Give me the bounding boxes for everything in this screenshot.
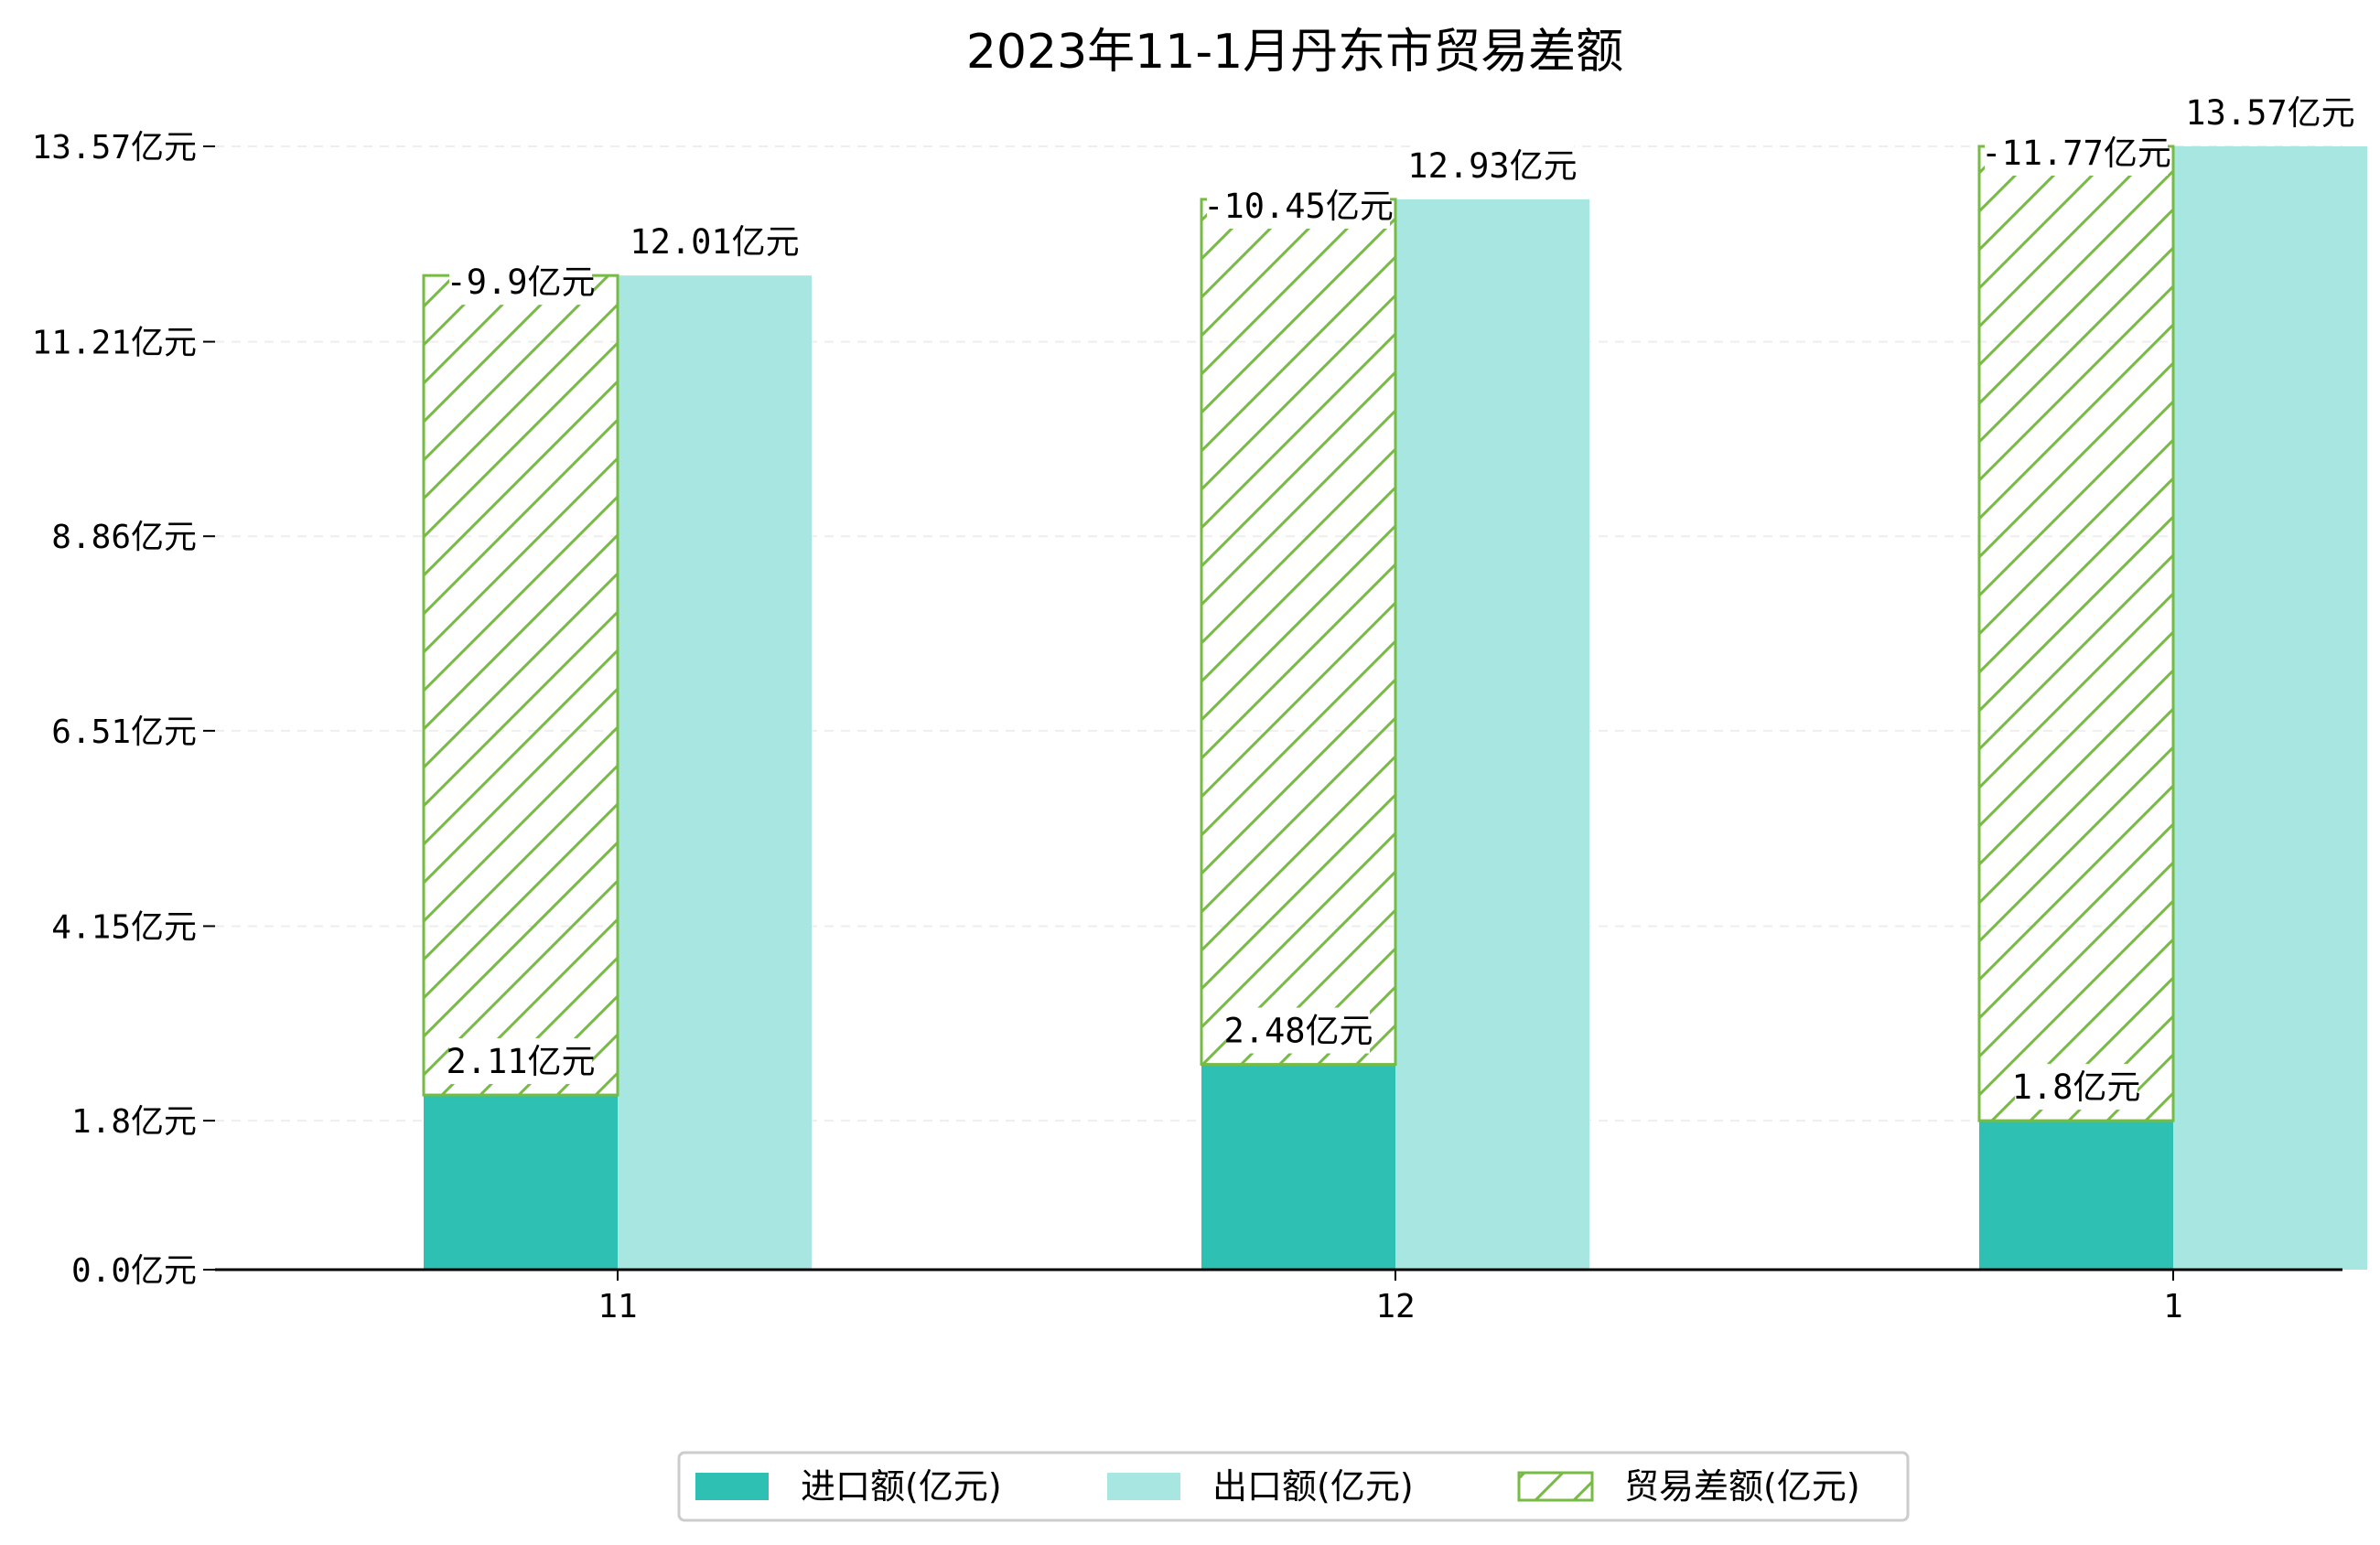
legend-label: 出口额(亿元) [1212, 1466, 1414, 1507]
import-value-label: 2.11亿元 [446, 1042, 595, 1081]
export-value-label: 12.01亿元 [630, 222, 799, 262]
import-value-label-bg [449, 1038, 592, 1085]
export-bar [2173, 146, 2367, 1270]
import-bar [1201, 1064, 1395, 1270]
axes: 0.0亿元 1.8亿元 4.15亿元 6.51亿元 8.86亿元 11.21亿元 13.57… [32, 129, 2342, 1325]
balance-bar [1200, 198, 1397, 1067]
balance-bar [422, 274, 619, 1097]
export-value-label-bg [633, 219, 796, 265]
export-value-label-bg [2189, 90, 2352, 135]
balance-value-label-bg [1207, 182, 1390, 229]
export-value-label: 13.57亿元 [2185, 93, 2354, 133]
x-tick-label: 12 [1375, 1288, 1415, 1325]
import-value-label-bg [1227, 1007, 1370, 1054]
y-tick-label: 13.57亿元 [32, 129, 197, 166]
balance-value-label: -10.45亿元 [1203, 187, 1394, 226]
x-tick-label: 1 [2163, 1288, 2183, 1325]
data-labels: 2.11亿元 12.01亿元 -9.9亿元 2.48亿元 12.93亿元 -10.45亿元… [446, 90, 2355, 1110]
export-value-label: 12.93亿元 [1407, 146, 1577, 186]
balance-value-label-bg [1985, 130, 2168, 176]
legend-swatch-balance [1517, 1471, 1594, 1502]
export-bar [1395, 198, 1589, 1270]
y-tick-label: 4.15亿元 [51, 908, 197, 946]
import-value-label: 1.8亿元 [2012, 1068, 2141, 1107]
legend: 进口额(亿元) 出口额(亿元) 贸易差额(亿元) [677, 1451, 1910, 1522]
balance-value-label: -9.9亿元 [446, 263, 595, 302]
legend-label: 贸易差额(亿元) [1624, 1466, 1860, 1507]
import-value-label: 2.48亿元 [1223, 1012, 1373, 1051]
chart-title: 2023年11-1月丹东市贸易差额 [966, 25, 1623, 80]
legend-frame [677, 1451, 1910, 1522]
y-tick-label: 11.21亿元 [32, 325, 197, 362]
balance-value-label: -11.77亿元 [1981, 134, 2171, 173]
y-tick-label: 8.86亿元 [51, 519, 197, 556]
export-bar [618, 275, 812, 1271]
y-tick-label: 1.8亿元 [71, 1103, 197, 1141]
legend-swatch-export [1107, 1473, 1180, 1500]
legend-swatch-import [695, 1473, 769, 1500]
y-tick-label: 6.51亿元 [51, 713, 197, 751]
bars [422, 145, 2367, 1271]
import-bar [424, 1095, 618, 1270]
legend-label: 进口额(亿元) [801, 1466, 1002, 1507]
x-tick-label: 11 [598, 1288, 637, 1325]
export-value-label-bg [1411, 142, 1574, 188]
balance-value-label-bg [449, 259, 592, 306]
import-bar [1979, 1121, 2173, 1270]
import-value-label-bg [2015, 1064, 2138, 1110]
y-tick-label: 0.0亿元 [71, 1252, 197, 1290]
balance-bar [1977, 145, 2175, 1122]
